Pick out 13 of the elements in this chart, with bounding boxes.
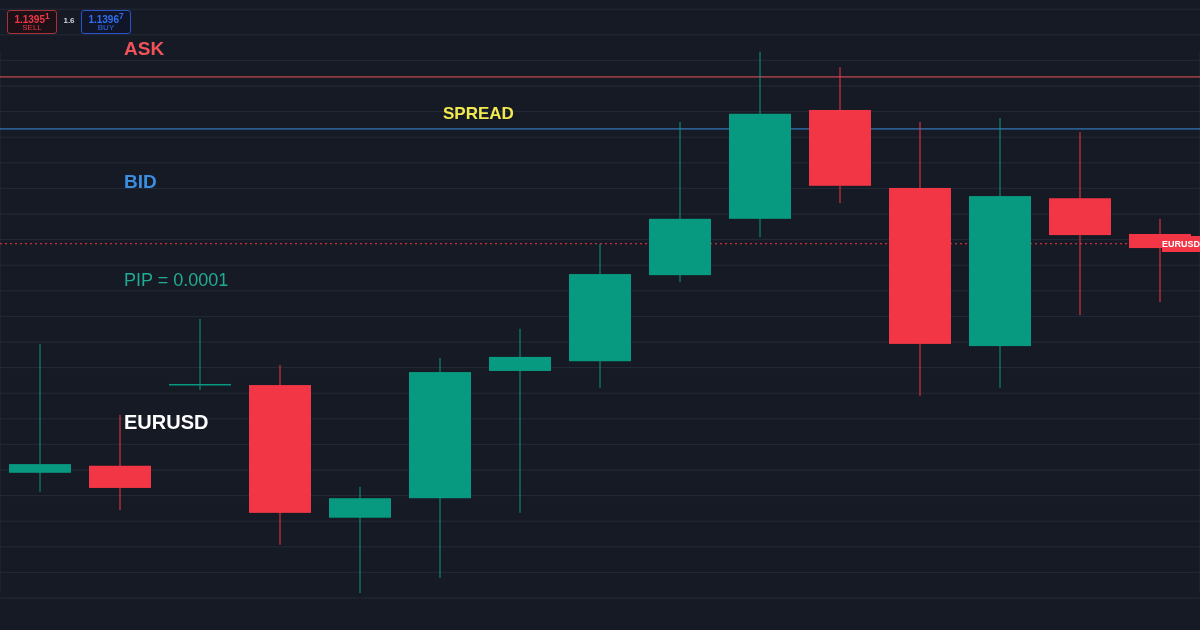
annotation: SPREAD xyxy=(443,104,514,123)
ref-line-label: ASK xyxy=(124,37,165,59)
price-tag: EURUSD xyxy=(1162,235,1200,252)
text: 1.6 xyxy=(62,16,76,25)
text: 1.1395$^{1}$ xyxy=(13,11,51,26)
text: BUY xyxy=(96,23,116,32)
annotation: EURUSD xyxy=(124,411,209,433)
ref-line-label: BID xyxy=(124,170,157,192)
annotation: PIP = 0.0001 xyxy=(124,270,229,290)
text: 1.1396$^{7}$ xyxy=(87,11,125,26)
candlestick xyxy=(9,343,71,493)
text: SELL xyxy=(21,23,43,32)
candlestick xyxy=(489,328,551,514)
